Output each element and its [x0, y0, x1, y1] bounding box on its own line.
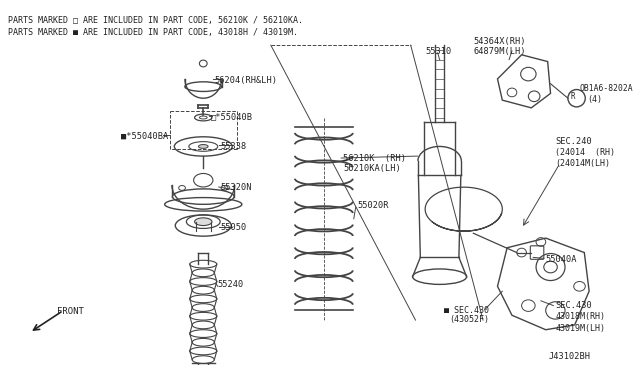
Text: 55050: 55050	[221, 223, 247, 232]
Text: 55320N: 55320N	[221, 183, 252, 192]
Ellipse shape	[544, 261, 557, 273]
Text: (4): (4)	[588, 95, 602, 104]
Text: (24014M(LH): (24014M(LH)	[556, 159, 611, 168]
Text: 55040A: 55040A	[546, 256, 577, 264]
Text: (43052F): (43052F)	[449, 315, 489, 324]
Ellipse shape	[195, 218, 212, 225]
Text: 43019M(LH): 43019M(LH)	[556, 324, 605, 333]
Ellipse shape	[198, 144, 208, 148]
Text: 56210KA(LH): 56210KA(LH)	[343, 164, 401, 173]
Text: 56210K  (RH): 56210K (RH)	[343, 154, 406, 163]
Text: (24014  (RH): (24014 (RH)	[556, 148, 616, 157]
Text: OB1A6-8202A: OB1A6-8202A	[579, 84, 633, 93]
Text: R: R	[570, 92, 575, 101]
Text: ■ SEC.430: ■ SEC.430	[444, 306, 490, 315]
Text: 55020R: 55020R	[358, 201, 389, 211]
Text: 56204(RH&LH): 56204(RH&LH)	[215, 76, 278, 85]
Text: 55240: 55240	[218, 280, 244, 289]
Text: J43102BH: J43102BH	[548, 352, 591, 361]
Text: 64879M(LH): 64879M(LH)	[474, 47, 526, 56]
Text: 54364X(RH): 54364X(RH)	[474, 38, 526, 46]
Text: 43018M(RH): 43018M(RH)	[556, 312, 605, 321]
Ellipse shape	[194, 173, 213, 187]
Text: ■*55040BA: ■*55040BA	[121, 132, 168, 141]
Text: 55338: 55338	[221, 142, 247, 151]
Text: PARTS MARKED ■ ARE INCLUDED IN PART CODE, 43018H / 43019M.: PARTS MARKED ■ ARE INCLUDED IN PART CODE…	[8, 28, 298, 37]
Text: SEC.430: SEC.430	[556, 301, 592, 310]
Text: PARTS MARKED □ ARE INCLUDED IN PART CODE, 56210K / 56210KA.: PARTS MARKED □ ARE INCLUDED IN PART CODE…	[8, 16, 303, 25]
Text: 55310: 55310	[425, 47, 451, 56]
Text: SEC.240: SEC.240	[556, 137, 592, 146]
Text: FRONT: FRONT	[57, 307, 84, 315]
Text: □*55040B: □*55040B	[211, 113, 253, 122]
